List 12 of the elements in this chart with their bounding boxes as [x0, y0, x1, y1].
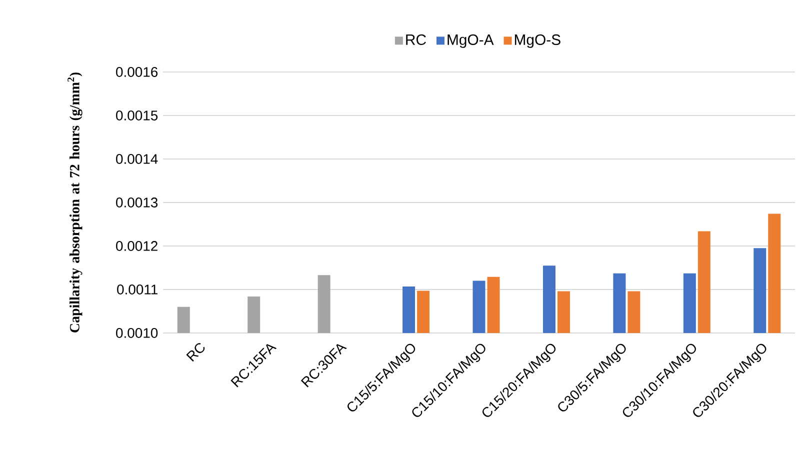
- y-tick-label: 0.0012: [116, 241, 158, 251]
- y-tick-label: 0.0013: [116, 198, 158, 208]
- y-axis-title: Capillarity absorption at 72 hours (g/mm$^{2}$): [68, 72, 82, 332]
- legend-label: MgO-S: [514, 34, 560, 48]
- y-tick-label: 0.0016: [116, 67, 158, 77]
- y-tick-label: 0.0015: [116, 110, 158, 120]
- x-tick-label: RC: [186, 343, 205, 362]
- legend-label: RC: [406, 34, 426, 45]
- y-tick-label: 0.0014: [116, 154, 158, 164]
- y-tick-label: 0.0011: [117, 284, 158, 294]
- legend-label: MgO-A: [448, 34, 494, 48]
- y-tick-label: 0.0010: [116, 328, 158, 338]
